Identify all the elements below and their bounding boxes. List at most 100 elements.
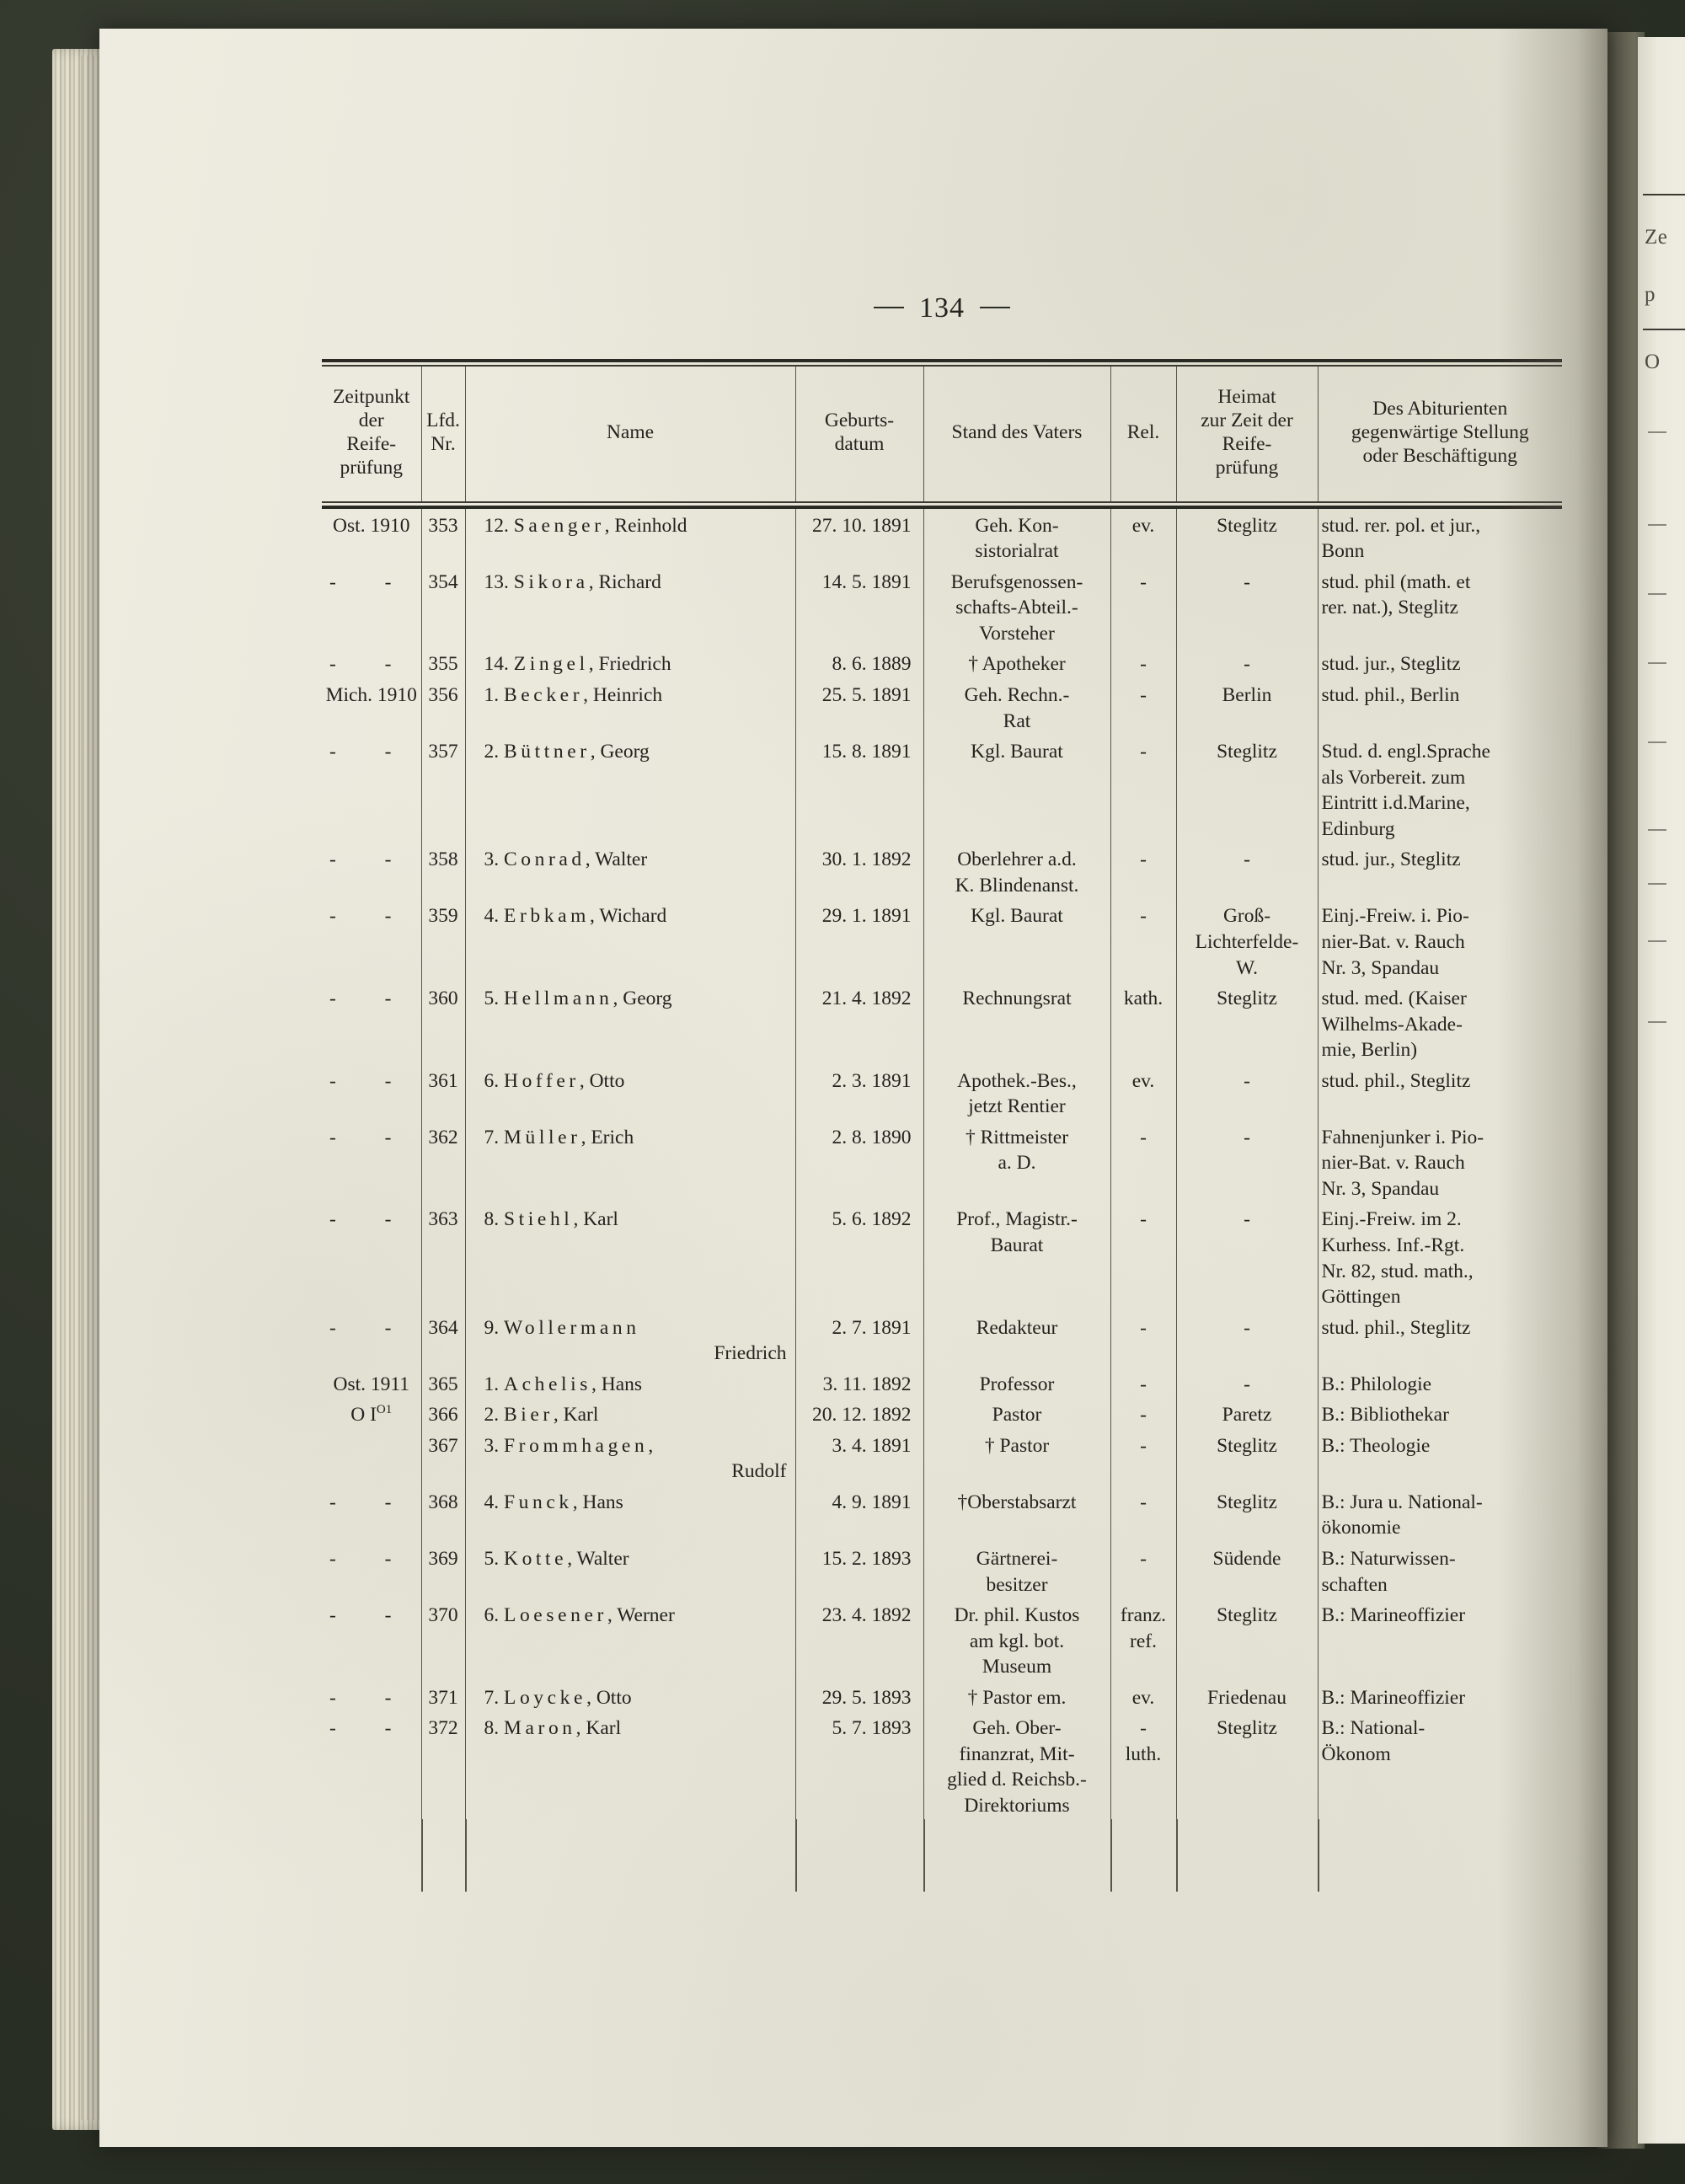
stellung-line-0: B.: Philologie xyxy=(1321,1373,1432,1395)
table-header-row: Zeitpunkt der Reife- prüfung Lfd. Nr. Na… xyxy=(322,366,1562,502)
rel-line-0: - xyxy=(1140,1434,1147,1457)
geb-day: 30. xyxy=(821,848,848,871)
rel-line-0: kath. xyxy=(1123,988,1163,1010)
stellung-line-0: stud. med. (Kaiser xyxy=(1321,988,1467,1010)
rel-line-0: - xyxy=(1140,1491,1147,1513)
zeitpunkt-value: - - xyxy=(329,1069,414,1092)
zeitpunkt-value: - - xyxy=(329,1547,414,1570)
cell-stand-des-vaters: Kgl. Baurat xyxy=(923,735,1110,843)
stand-line-0: Geh. Ober- xyxy=(972,1717,1062,1740)
cell-rel: - xyxy=(1110,565,1176,648)
facing-page-rule-mid xyxy=(1643,329,1685,330)
cell-heimat: - xyxy=(1175,1120,1318,1203)
folio-rule-left xyxy=(874,307,904,309)
table-row: Ost. 1911 365 1. Achelis, Hans 3. 11. 1892 P… xyxy=(322,1367,1562,1399)
cell-heimat: Steglitz xyxy=(1175,1711,1318,1820)
name-line-0: Name xyxy=(606,420,655,443)
cell-rel: - xyxy=(1110,1428,1176,1485)
stand-line-2: Vorsteher xyxy=(979,622,1055,645)
cell-stellung: B.: Jura u. National-ökonomie xyxy=(1317,1485,1562,1542)
cell-stand-des-vaters: Geh. Ober-finanzrat, Mit-glied d. Reichs… xyxy=(923,1711,1110,1820)
facing-page-sliver: Ze p O xyxy=(1638,37,1685,2144)
cell-zeitpunkt: - - xyxy=(322,1711,421,1819)
cell-zeitpunkt: - - xyxy=(322,565,421,648)
col-header-rel: Rel. xyxy=(1110,366,1176,502)
geb-month: 7. xyxy=(847,1717,867,1740)
table-row: - -361 6. Hoffer, Otto 2. 3. 1891 Apothek.-… xyxy=(322,1063,1562,1121)
cell-name: 5. Kotte, Walter xyxy=(464,1541,795,1599)
geb-day: 8. xyxy=(832,653,848,676)
name-surname: Erbkam xyxy=(504,905,590,928)
cell-heimat: Steglitz xyxy=(1175,508,1318,565)
heimat-line-2: Reife- xyxy=(1222,432,1272,455)
name-ordinal: 13. xyxy=(484,570,514,593)
rel-line-0: - xyxy=(1140,1316,1147,1339)
cell-stand-des-vaters: Professor xyxy=(923,1367,1110,1399)
name-ordinal: 6. xyxy=(484,1604,504,1627)
stand-line-0: † Rittmeister xyxy=(965,1126,1069,1148)
folio-rule-right xyxy=(980,307,1010,309)
facing-page-dash-4 xyxy=(1648,741,1666,743)
cell-rel: - xyxy=(1110,1485,1176,1542)
cell-lfd-nr: 363 xyxy=(420,1202,465,1311)
geb-year: 1892 xyxy=(866,1604,912,1627)
geb-day: 3. xyxy=(822,1373,838,1395)
name-surname: Wollermann xyxy=(504,1316,640,1339)
table-row: - -363 8. Stiehl, Karl 5. 6. 1892 Prof., Ma… xyxy=(322,1202,1562,1311)
name-surname: Saenger xyxy=(513,514,605,537)
geb-month: 7. xyxy=(847,1316,867,1339)
rel-line-0: - xyxy=(1140,570,1147,593)
cell-heimat: Groß- Lichterfelde- W. xyxy=(1175,899,1318,982)
cell-lfd-nr: 357 xyxy=(420,735,465,843)
facing-page-fragment-1: p xyxy=(1645,283,1656,306)
cell-zeitpunkt: - - xyxy=(322,1311,421,1368)
geb-year: 1893 xyxy=(866,1717,912,1740)
cell-stand-des-vaters: Prof., Magistr.- Baurat xyxy=(923,1202,1110,1311)
cell-lfd-nr: 364 xyxy=(420,1310,465,1368)
cell-lfd-nr: 358 xyxy=(420,843,465,900)
cell-name: 1. Becker, Heinrich xyxy=(464,678,795,736)
cell-heimat: Steglitz xyxy=(1175,1485,1318,1542)
rel-line-0: ev. xyxy=(1131,1686,1155,1709)
cell-geburtsdatum: 14. 5. 1891 xyxy=(794,565,923,648)
stellung-line-0: stud. phil., Steglitz xyxy=(1321,1316,1471,1339)
cell-stand-des-vaters: † Pastor xyxy=(923,1428,1110,1485)
stand-line-0: Kgl. Baurat xyxy=(971,741,1063,763)
name-surname: Kotte xyxy=(504,1547,568,1570)
cell-zeitpunkt: - - xyxy=(322,982,421,1064)
vrule-7 xyxy=(1318,1819,1319,1892)
printed-content: 134 Zeitpunkt der Reife- prüfung xyxy=(310,29,1574,2147)
heimat-line-0: - xyxy=(1244,570,1250,593)
rel-line-0: Rel. xyxy=(1126,420,1160,443)
heimat-line-0: Steglitz xyxy=(1217,741,1277,763)
geb-year: 1891 xyxy=(866,684,912,707)
stellung-line-0: stud. jur., Steglitz xyxy=(1321,848,1461,871)
stellung-line-0: Des Abiturienten xyxy=(1372,397,1508,420)
cell-stand-des-vaters: Geh. Rechn.- Rat xyxy=(923,678,1110,736)
table-row: - -372 8. Maron, Karl 5. 7. 1893 Geh. Ober-… xyxy=(322,1711,1562,1820)
cell-geburtsdatum: 29. 5. 1893 xyxy=(794,1680,923,1712)
vrule-3 xyxy=(795,1819,797,1892)
heimat-line-0: Steglitz xyxy=(1217,1604,1277,1627)
zeitpunkt-line-1: der xyxy=(358,409,384,431)
zeitpunkt-value: - - xyxy=(329,1686,414,1709)
cell-geburtsdatum: 21. 4. 1892 xyxy=(794,982,923,1064)
name-ordinal: 2. xyxy=(484,741,504,763)
geb-month: 2. xyxy=(847,1547,867,1570)
cell-geburtsdatum: 8. 6. 1889 xyxy=(794,647,923,679)
cell-name: 6. Loesener, Werner xyxy=(464,1598,795,1681)
cell-stand-des-vaters: †Oberstabsarzt xyxy=(923,1485,1110,1542)
cell-heimat: Steglitz xyxy=(1175,1598,1318,1681)
cell-lfd-nr: 362 xyxy=(420,1120,465,1203)
stellung-line-0: stud. rer. pol. et jur., xyxy=(1321,514,1481,537)
zeitpunkt-value: - - xyxy=(329,1717,414,1740)
cell-stellung: stud. med. (Kaiser Wilhelms-Akade-mie, Be… xyxy=(1317,982,1562,1064)
stellung-line-0: stud. phil., Steglitz xyxy=(1321,1069,1471,1092)
name-given: , Otto xyxy=(586,1686,632,1709)
stellung-line-0: B.: Jura u. National- xyxy=(1321,1491,1483,1513)
cell-rel: - xyxy=(1110,1367,1176,1399)
heimat-line-0: Berlin xyxy=(1222,684,1272,707)
stand-line-1: K. Blindenanst. xyxy=(955,874,1079,897)
facing-page-fragment-0: Ze xyxy=(1645,226,1668,249)
heimat-line-0: - xyxy=(1244,653,1250,676)
